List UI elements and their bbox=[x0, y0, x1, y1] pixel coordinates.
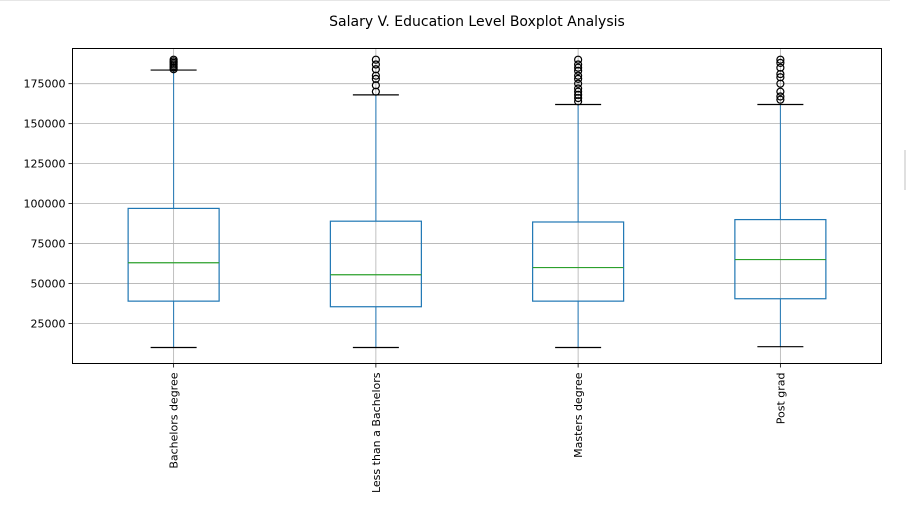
outlier-point bbox=[776, 87, 785, 96]
boxes bbox=[127, 55, 827, 349]
x-tick-label: Bachelors degree bbox=[168, 372, 181, 468]
outlier-point bbox=[371, 87, 380, 96]
outlier-point bbox=[574, 93, 583, 103]
edge-mark bbox=[904, 150, 906, 190]
y-tick-label: 25000 bbox=[31, 318, 66, 331]
y-tick-label: 125000 bbox=[24, 158, 66, 171]
outlier-point bbox=[371, 55, 380, 64]
outlier-point bbox=[776, 73, 785, 82]
x-tick-label: Masters degree bbox=[572, 372, 585, 458]
box-group bbox=[532, 55, 625, 349]
outlier-point bbox=[574, 66, 583, 75]
outlier-point bbox=[574, 60, 583, 69]
outlier-point bbox=[574, 55, 583, 64]
outlier-point bbox=[371, 81, 380, 90]
y-tick-label: 75000 bbox=[31, 238, 66, 251]
outlier-point bbox=[574, 84, 583, 93]
box-group bbox=[329, 55, 422, 349]
iqr-box bbox=[127, 207, 220, 302]
outlier-point bbox=[776, 55, 785, 64]
outlier-point bbox=[574, 90, 583, 99]
x-tick-label: Less than a Bachelors bbox=[370, 372, 383, 493]
outlier-point bbox=[776, 63, 785, 72]
plot-area-frame bbox=[72, 48, 882, 364]
iqr-box bbox=[329, 220, 422, 308]
outlier-point bbox=[371, 65, 380, 74]
outlier-point bbox=[776, 58, 785, 67]
y-tick-label: 50000 bbox=[31, 278, 66, 291]
outlier-point bbox=[776, 95, 785, 104]
outlier-point bbox=[574, 71, 583, 80]
y-tick-label: 150000 bbox=[24, 118, 66, 131]
y-axis: 25000 50000 75000 100000 125000 150000 175000 bbox=[24, 78, 73, 331]
outlier-point bbox=[574, 87, 583, 96]
outlier-point bbox=[371, 74, 380, 83]
outlier-point bbox=[169, 55, 178, 64]
outlier-point bbox=[574, 63, 583, 72]
outlier-point bbox=[574, 79, 583, 88]
outlier-point bbox=[371, 60, 380, 69]
iqr-box bbox=[532, 221, 625, 302]
x-axis: Bachelors degree Less than a Bachelors Mas… bbox=[168, 363, 787, 493]
outlier-point bbox=[371, 71, 380, 80]
chart-title: Salary V. Education Level Boxplot Analys… bbox=[329, 14, 625, 30]
box-group bbox=[734, 55, 827, 348]
outlier-point bbox=[574, 74, 583, 83]
top-divider bbox=[0, 0, 890, 1]
x-tick-label: Post grad bbox=[774, 373, 787, 425]
box-group bbox=[127, 55, 220, 349]
grid-lines bbox=[72, 48, 882, 364]
y-tick-label: 100000 bbox=[24, 198, 66, 211]
y-tick-label: 175000 bbox=[24, 78, 66, 91]
outlier-point bbox=[776, 79, 785, 88]
outlier-point bbox=[574, 97, 583, 106]
outlier-point bbox=[776, 69, 785, 79]
outlier-point bbox=[776, 92, 785, 101]
